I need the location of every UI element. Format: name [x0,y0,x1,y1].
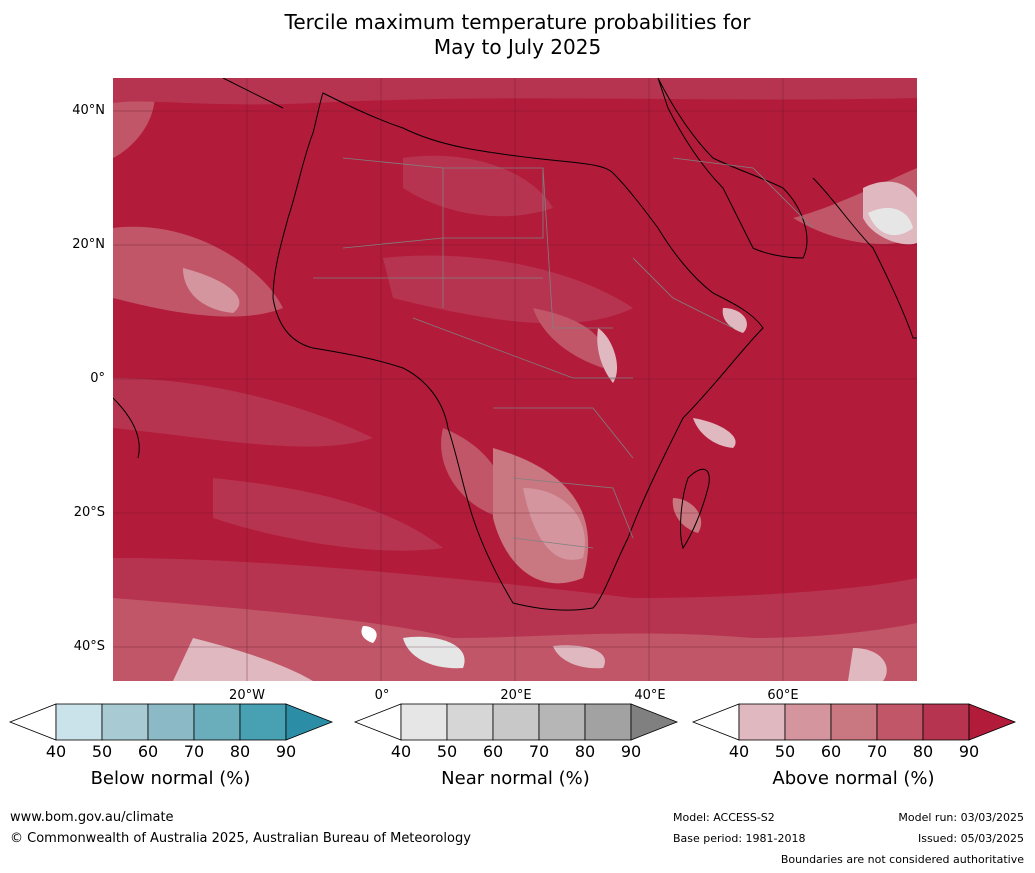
footer-base-period: Base period: 1981-2018 [673,832,806,845]
colorbar-near-normal [353,703,679,741]
colorbar-svg [8,703,334,741]
colorbar-bin [492,703,540,741]
map-canvas [113,78,917,681]
legend-title-below: Below normal (%) [90,768,251,789]
colorbar-tick-label: 70 [528,742,550,761]
colorbar-extend-low [691,703,740,741]
colorbar-tick-label: 80 [574,742,596,761]
colorbar-extend-high [285,703,334,741]
colorbar-extend-low [8,703,57,741]
footer-issued: Issued: 05/03/2025 [917,832,1024,845]
colorbar-tick-label: 80 [229,742,251,761]
colorbar-bin [784,703,832,741]
colorbar-tick-label: 40 [390,742,412,761]
lat-label-40n: 40°N [72,103,105,118]
colorbar-extend-high [968,703,1017,741]
footer-url[interactable]: www.bom.gov.au/climate [10,810,174,825]
legend-title-near: Near normal (%) [441,768,590,789]
lon-label-20e: 20°E [500,688,532,703]
country-boundaries [313,157,814,549]
colorbar-bin [193,703,241,741]
colorbar-bin [922,703,970,741]
colorbar-svg [353,703,679,741]
colorbar-bin [147,703,195,741]
colorbar-bin [101,703,149,741]
colorbar-bin [446,703,494,741]
colorbar-tick-label: 90 [958,742,980,761]
lon-label-40e: 40°E [634,688,666,703]
colorbar-bin [584,703,632,741]
probability-map [113,78,917,681]
lat-label-20s: 20°S [73,505,105,520]
colorbar-extend-low [353,703,402,741]
colorbar-bin [830,703,878,741]
colorbar-tick-label: 40 [45,742,67,761]
colorbar-below-normal [8,703,334,741]
title-line-1: Tercile maximum temperature probabilitie… [284,10,751,34]
colorbar-tick-label: 60 [820,742,842,761]
footer-model-run: Model run: 03/03/2025 [898,811,1024,824]
colorbar-bin [876,703,924,741]
colorbar-tick-label: 50 [436,742,458,761]
graticule [113,78,917,681]
colorbar-tick-label: 50 [91,742,113,761]
colorbar-bin [239,703,287,741]
colorbar-extend-high [630,703,679,741]
title-line-2: May to July 2025 [433,35,602,59]
colorbar-tick-label: 80 [912,742,934,761]
lon-label-0: 0° [374,688,390,703]
colorbar-tick-label: 60 [482,742,504,761]
colorbar-above-normal [691,703,1017,741]
footer-disclaimer: Boundaries are not considered authoritat… [780,853,1024,866]
coastlines [113,78,917,611]
colorbar-bin [738,703,786,741]
colorbar-tick-label: 50 [774,742,796,761]
footer-model: Model: ACCESS-S2 [673,811,775,824]
colorbar-bin [55,703,103,741]
colorbar-svg [691,703,1017,741]
map-title: Tercile maximum temperature probabilitie… [0,10,1035,60]
colorbar-bin [400,703,448,741]
colorbar-tick-label: 90 [275,742,297,761]
lon-label-20w: 20°W [229,688,265,703]
legend-title-above: Above normal (%) [772,768,935,789]
footer-copyright: © Commonwealth of Australia 2025, Austra… [10,831,471,846]
colorbar-tick-label: 70 [866,742,888,761]
lat-label-20n: 20°N [72,237,105,252]
colorbar-tick-label: 70 [183,742,205,761]
colorbar-tick-label: 60 [137,742,159,761]
lat-label-0: 0° [90,371,105,386]
colorbar-bin [538,703,586,741]
lon-label-60e: 60°E [767,688,799,703]
probability-patches [113,78,917,681]
colorbar-tick-label: 90 [620,742,642,761]
lat-label-40s: 40°S [73,639,105,654]
colorbar-tick-label: 40 [728,742,750,761]
